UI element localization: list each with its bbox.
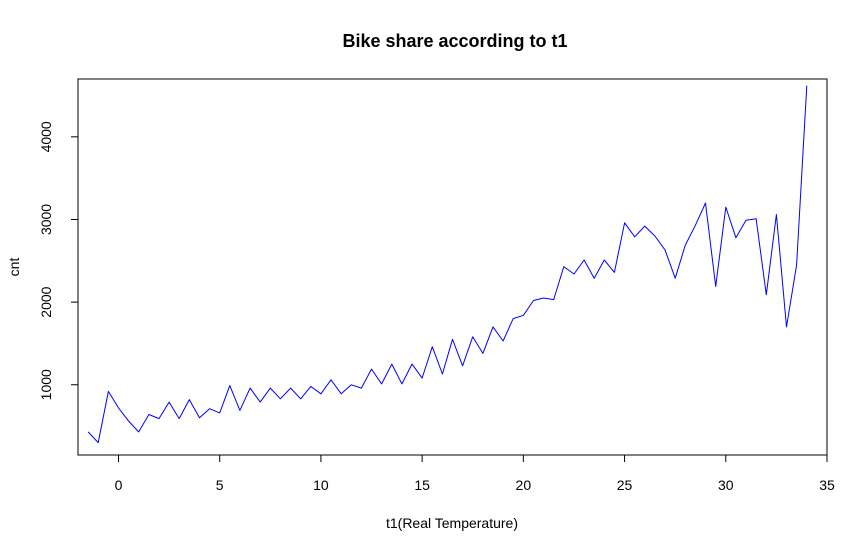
y-axis-label: cnt bbox=[6, 258, 22, 277]
x-tick-label: 25 bbox=[617, 477, 633, 493]
x-axis-label: t1(Real Temperature) bbox=[386, 515, 518, 531]
y-axis: 1000 2000 3000 4000 bbox=[38, 121, 79, 400]
y-tick-label: 2000 bbox=[38, 286, 54, 317]
x-tick-label: 5 bbox=[216, 477, 224, 493]
x-tick-label: 30 bbox=[718, 477, 734, 493]
plot-frame bbox=[77, 78, 828, 456]
x-tick-label: 0 bbox=[115, 477, 123, 493]
chart-title: Bike share according to t1 bbox=[342, 31, 567, 51]
y-tick-label: 3000 bbox=[38, 204, 54, 235]
x-tick-label: 15 bbox=[414, 477, 430, 493]
x-tick-label: 20 bbox=[516, 477, 532, 493]
y-tick-label: 1000 bbox=[38, 369, 54, 400]
series-line-0 bbox=[87, 85, 808, 444]
x-axis: 0 5 10 15 20 25 30 35 bbox=[115, 454, 835, 493]
plot-area bbox=[87, 85, 808, 444]
x-tick-label: 10 bbox=[313, 477, 329, 493]
x-tick-label: 35 bbox=[819, 477, 835, 493]
y-tick-label: 4000 bbox=[38, 121, 54, 152]
